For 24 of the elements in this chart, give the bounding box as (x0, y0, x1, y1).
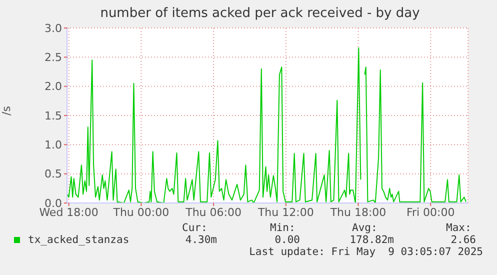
y-tick-label: 2.5 (44, 51, 62, 64)
text: Cur: (182, 222, 208, 234)
text: Last update: Fri May 9 03:05:07 2025 (249, 246, 483, 258)
text: 2.66 (450, 234, 476, 246)
x-tick-label: Thu 00:00 (112, 206, 170, 219)
chart-title: number of items acked per ack received - by day (99, 6, 421, 21)
text: Min: (270, 222, 296, 234)
x-tick-label: Fri 00:00 (406, 206, 455, 219)
x-tick-label: Wed 18:00 (39, 206, 98, 219)
y-tick-label: 0.5 (44, 168, 62, 181)
text: 178.82m (350, 234, 394, 246)
y-axis-title: /s (0, 106, 13, 116)
legend-label: tx_acked_stanzas (28, 234, 130, 246)
y-tick-label: 1.0 (44, 138, 62, 152)
y-tick-label: 3.0 (44, 22, 62, 35)
x-tick-label: Thu 12:00 (256, 206, 314, 219)
text: Max: (446, 222, 472, 234)
text: 0.00 (274, 234, 300, 246)
x-tick-label: Thu 18:00 (329, 206, 386, 219)
y-tick-label: 2.0 (44, 80, 62, 94)
text: Avg: (352, 222, 378, 234)
x-tick-label: Thu 06:00 (184, 206, 242, 219)
text: 4.30m (185, 234, 217, 246)
y-tick-label: 1.5 (44, 109, 62, 122)
